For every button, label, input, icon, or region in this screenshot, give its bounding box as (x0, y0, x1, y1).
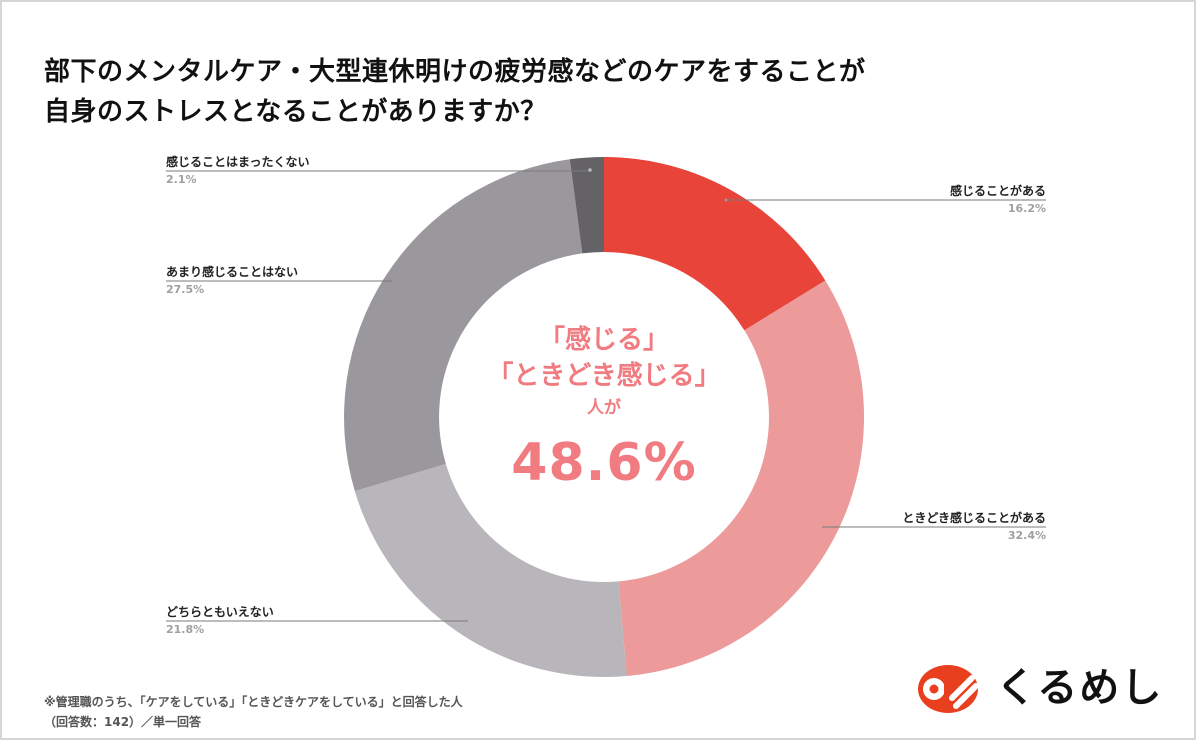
center-line3: 人が (587, 398, 621, 418)
chart-title-line2: 自身のストレスとなることがありますか？ (44, 97, 547, 127)
slice-amari (344, 159, 583, 492)
logo-wordmark: くるめし (996, 665, 1164, 711)
label-mattaku-pct: 2.1% (166, 173, 197, 186)
footnote-line1: ※管理職のうち、「ケアをしている」「ときどきケアをしている」と回答した人 (44, 695, 463, 709)
center-annotation: 「感じる」 「ときどき感じる」 人が 48.6% (454, 322, 754, 498)
center-value: 48.6% (511, 433, 697, 493)
slice-mattaku (569, 157, 604, 254)
label-dochira-pct: 21.8% (166, 623, 205, 636)
chart-title: 部下のメンタルケア・大型連休明けの疲労感などのケアをすることが 自身のストレスと… (44, 52, 866, 132)
label-amari-name: あまり感じることはない (166, 265, 299, 279)
label-tokidoki: ときどき感じることがある 32.4% (846, 510, 1046, 543)
brand-logo: くるめし (916, 662, 1163, 714)
leader-dot-mattaku (588, 168, 592, 172)
label-dochira-name: どちらともいえない (166, 605, 274, 619)
label-kanjiru: 感じることがある 16.2% (846, 183, 1046, 216)
center-line2: 「ときどき感じる」 (487, 361, 721, 391)
label-amari-pct: 27.5% (166, 283, 205, 296)
slice-kanjiru (604, 157, 826, 331)
slice-dochira (354, 464, 627, 678)
slice-tokidoki (618, 280, 865, 676)
label-mattaku: 感じることはまったくない 2.1% (166, 154, 310, 187)
footnote-line2: （回答数：142）／単一回答 (44, 715, 202, 729)
label-mattaku-name: 感じることはまったくない (166, 155, 310, 169)
label-tokidoki-pct: 32.4% (1007, 529, 1046, 542)
label-kanjiru-name: 感じることがある (949, 184, 1046, 198)
label-kanjiru-pct: 16.2% (1007, 202, 1046, 215)
label-amari: あまり感じることはない 27.5% (166, 264, 298, 297)
label-dochira: どちらともいえない 21.8% (166, 604, 274, 637)
chart-title-line1: 部下のメンタルケア・大型連休明けの疲労感などのケアをすることが (44, 57, 866, 87)
leader-dot-kanjiru (724, 198, 728, 202)
center-line1: 「感じる」 (538, 325, 669, 355)
label-tokidoki-name: ときどき感じることがある (902, 511, 1046, 525)
kurumeshi-logo-icon (918, 665, 979, 713)
footnote: ※管理職のうち、「ケアをしている」「ときどきケアをしている」と回答した人 （回答… (44, 692, 463, 732)
